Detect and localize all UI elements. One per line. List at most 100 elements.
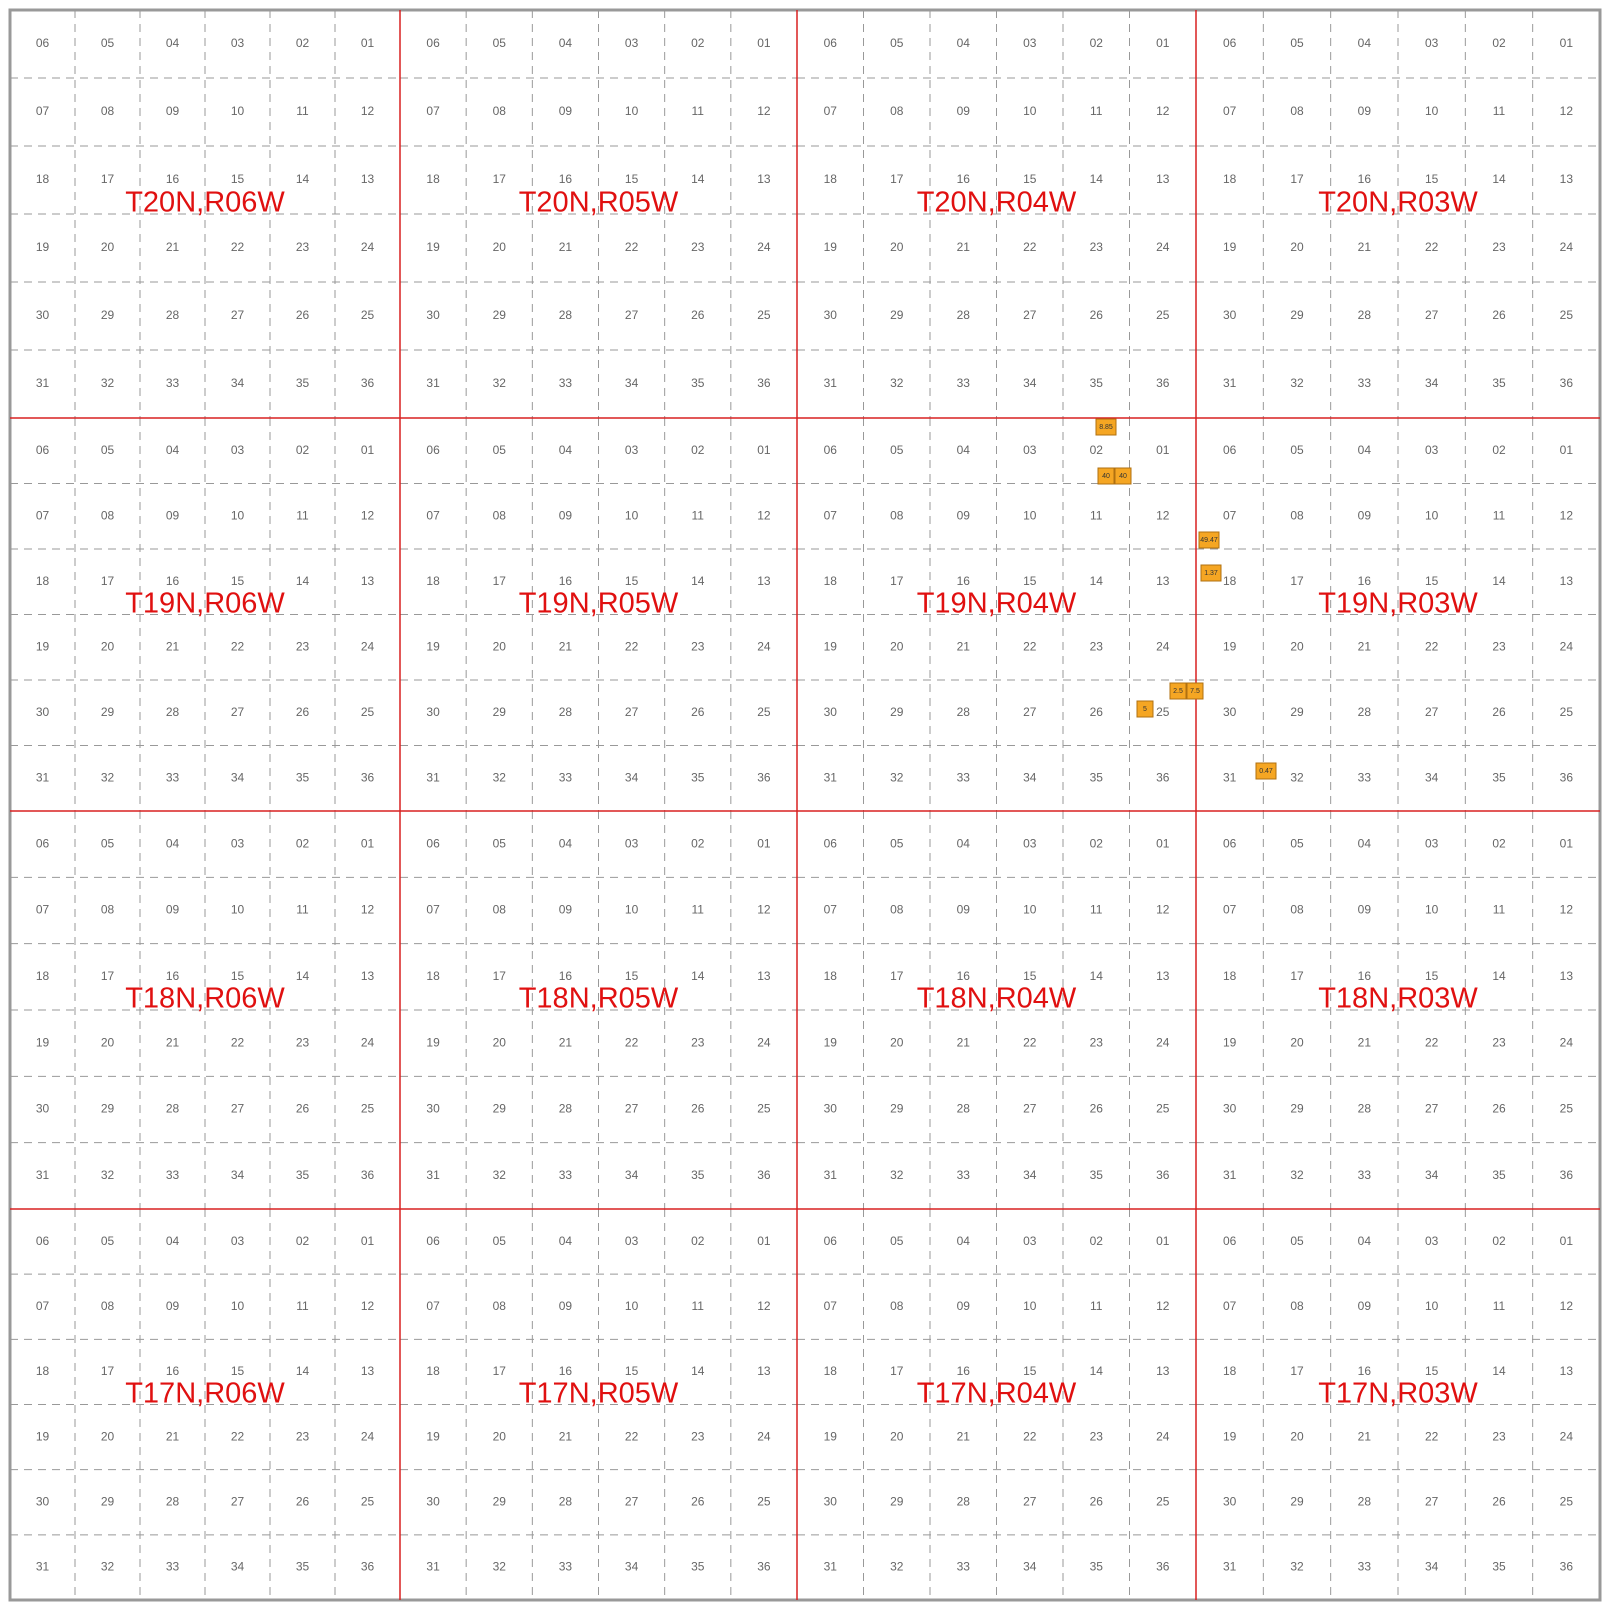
section-number: 08 <box>493 1299 507 1313</box>
section-number: 32 <box>493 376 507 390</box>
section-number: 19 <box>426 240 440 254</box>
section-number: 05 <box>101 36 115 50</box>
section-number: 11 <box>296 903 309 917</box>
section-number: 12 <box>361 508 375 522</box>
section-number: 21 <box>957 1429 971 1443</box>
section-number: 24 <box>361 639 375 653</box>
section-number: 35 <box>1492 770 1506 784</box>
section-number: 23 <box>1492 1429 1506 1443</box>
section-number: 33 <box>957 770 971 784</box>
section-number: 22 <box>231 240 245 254</box>
section-number: 15 <box>625 574 639 588</box>
section-number: 04 <box>559 443 573 457</box>
section-number: 17 <box>493 574 507 588</box>
section-number: 03 <box>625 1234 639 1248</box>
section-number: 07 <box>36 104 50 118</box>
section-number: 32 <box>1290 1168 1304 1182</box>
section-number: 06 <box>36 836 50 850</box>
section-number: 23 <box>691 1035 705 1049</box>
section-number: 11 <box>1493 508 1506 522</box>
section-number: 15 <box>231 969 245 983</box>
section-number: 26 <box>691 308 705 322</box>
section-number: 21 <box>559 1429 573 1443</box>
section-number: 22 <box>625 240 639 254</box>
section-number: 10 <box>1023 508 1037 522</box>
section-number: 19 <box>824 240 838 254</box>
section-number: 23 <box>1090 1035 1104 1049</box>
section-number: 15 <box>231 574 245 588</box>
section-number: 16 <box>1358 574 1372 588</box>
section-number: 36 <box>1156 770 1170 784</box>
section-number: 08 <box>890 903 904 917</box>
section-number: 08 <box>1290 903 1304 917</box>
section-number: 03 <box>231 1234 245 1248</box>
parcel-label: 49.47 <box>1200 537 1218 544</box>
section-number: 15 <box>1425 172 1439 186</box>
section-number: 31 <box>1223 1560 1237 1574</box>
section-number: 23 <box>1492 1035 1506 1049</box>
section-number: 13 <box>1156 969 1170 983</box>
section-number: 03 <box>625 443 639 457</box>
section-number: 09 <box>957 903 971 917</box>
section-number: 28 <box>166 308 180 322</box>
section-number: 36 <box>361 770 375 784</box>
section-number: 31 <box>426 1168 440 1182</box>
section-number: 25 <box>361 308 375 322</box>
section-number: 13 <box>1560 574 1574 588</box>
section-number: 28 <box>559 1494 573 1508</box>
section-number: 11 <box>692 104 705 118</box>
section-number: 02 <box>296 36 310 50</box>
section-number: 22 <box>231 1429 245 1443</box>
section-number: 10 <box>1023 1299 1037 1313</box>
section-number: 19 <box>824 639 838 653</box>
section-number: 20 <box>890 1429 904 1443</box>
section-number: 12 <box>1156 1299 1170 1313</box>
section-number: 06 <box>1223 1234 1237 1248</box>
section-number: 26 <box>691 1102 705 1116</box>
parcel-label: 1.37 <box>1204 570 1218 577</box>
section-number: 25 <box>1560 308 1574 322</box>
section-number: 25 <box>1560 705 1574 719</box>
section-number: 34 <box>1425 1168 1439 1182</box>
section-number: 12 <box>361 903 375 917</box>
section-number: 22 <box>1023 639 1037 653</box>
section-number: 35 <box>1090 376 1104 390</box>
section-number: 35 <box>1090 1168 1104 1182</box>
section-number: 05 <box>1290 1234 1304 1248</box>
section-number: 31 <box>1223 1168 1237 1182</box>
section-number: 20 <box>1290 639 1304 653</box>
section-number: 29 <box>493 705 507 719</box>
section-number: 31 <box>824 1168 838 1182</box>
section-number: 01 <box>1156 836 1170 850</box>
section-number: 21 <box>957 240 971 254</box>
section-number: 36 <box>1560 376 1574 390</box>
section-number: 01 <box>1560 36 1574 50</box>
section-number: 13 <box>757 172 771 186</box>
section-number: 28 <box>957 308 971 322</box>
section-number: 12 <box>1156 104 1170 118</box>
section-number: 05 <box>101 1234 115 1248</box>
section-number: 20 <box>101 1429 115 1443</box>
section-number: 32 <box>493 770 507 784</box>
section-number: 25 <box>757 308 771 322</box>
section-number: 27 <box>625 705 639 719</box>
section-number: 12 <box>361 104 375 118</box>
section-number: 06 <box>36 1234 50 1248</box>
section-number: 18 <box>824 969 838 983</box>
section-number: 21 <box>166 240 180 254</box>
section-number: 04 <box>559 836 573 850</box>
section-number: 21 <box>1358 1035 1372 1049</box>
section-number: 07 <box>1223 104 1237 118</box>
section-number: 36 <box>361 376 375 390</box>
section-number: 36 <box>1156 1168 1170 1182</box>
section-number: 09 <box>957 508 971 522</box>
section-number: 01 <box>1560 836 1574 850</box>
parcel <box>1095 418 1117 436</box>
section-number: 10 <box>231 508 245 522</box>
parcel-label: 40 <box>1119 473 1127 480</box>
section-number: 34 <box>625 1168 639 1182</box>
section-number: 16 <box>166 172 180 186</box>
section-number: 33 <box>957 1560 971 1574</box>
section-number: 28 <box>166 705 180 719</box>
section-number: 13 <box>1156 1364 1170 1378</box>
